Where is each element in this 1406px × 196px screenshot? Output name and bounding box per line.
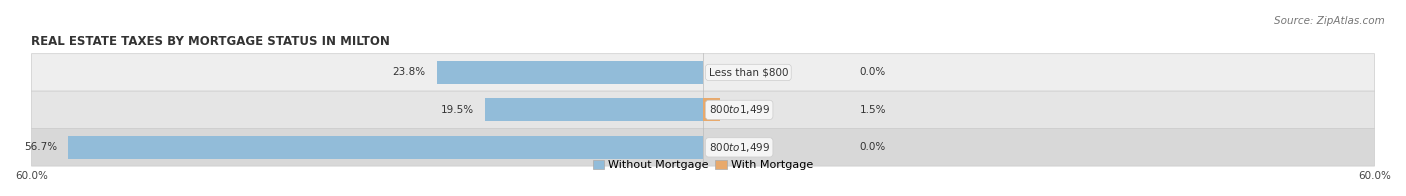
Bar (437, 61, 703, 84)
Text: 23.8%: 23.8% (392, 67, 426, 77)
FancyBboxPatch shape (31, 54, 1375, 91)
Text: 1.5%: 1.5% (859, 105, 886, 115)
FancyBboxPatch shape (31, 91, 1375, 129)
Text: $800 to $1,499: $800 to $1,499 (709, 103, 770, 116)
FancyBboxPatch shape (31, 129, 1375, 166)
Text: 0.0%: 0.0% (859, 142, 886, 152)
Bar (703, 98, 720, 122)
Legend: Without Mortgage, With Mortgage: Without Mortgage, With Mortgage (593, 160, 813, 170)
Bar (485, 98, 703, 122)
Text: 0.0%: 0.0% (859, 67, 886, 77)
Text: Less than $800: Less than $800 (709, 67, 789, 77)
Text: Source: ZipAtlas.com: Source: ZipAtlas.com (1274, 16, 1385, 26)
Bar (69, 136, 703, 159)
Text: $800 to $1,499: $800 to $1,499 (709, 141, 770, 154)
Text: 56.7%: 56.7% (24, 142, 58, 152)
Text: 19.5%: 19.5% (440, 105, 474, 115)
Text: REAL ESTATE TAXES BY MORTGAGE STATUS IN MILTON: REAL ESTATE TAXES BY MORTGAGE STATUS IN … (31, 35, 391, 48)
